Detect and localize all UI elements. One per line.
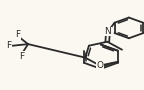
Text: F: F: [15, 30, 21, 39]
Text: F: F: [6, 41, 12, 50]
Text: N: N: [105, 27, 111, 36]
Text: F: F: [19, 52, 24, 61]
Text: O: O: [96, 61, 103, 70]
